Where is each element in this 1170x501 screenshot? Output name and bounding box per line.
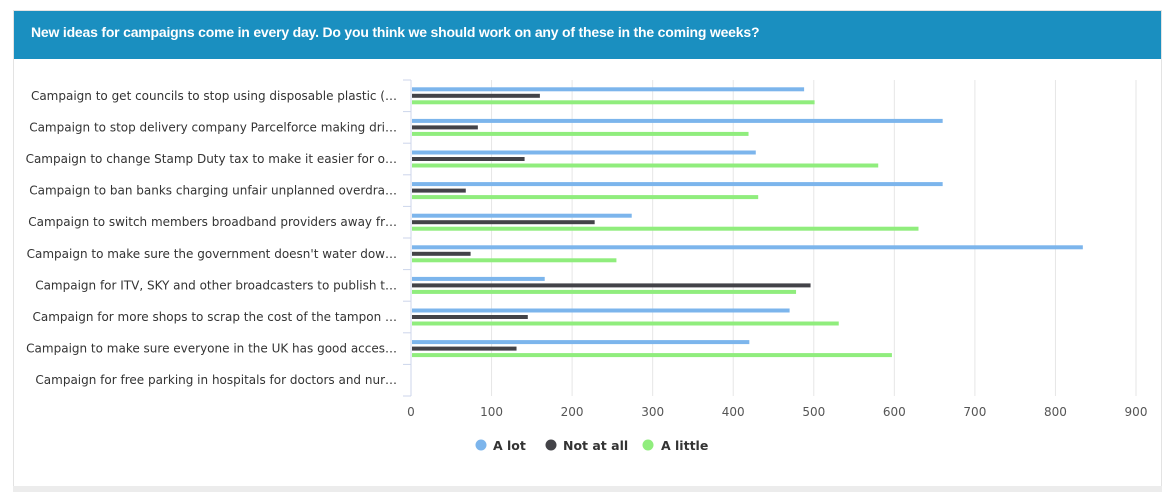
legend-marker[interactable] (642, 439, 654, 451)
category-label: Campaign for more shops to scrap the cos… (32, 310, 397, 324)
bar-a-lot[interactable] (412, 213, 632, 218)
category-label: Campaign to make sure everyone in the UK… (26, 342, 397, 356)
x-tick-label: 0 (407, 405, 415, 419)
bar-a-little[interactable] (412, 163, 879, 168)
legend-label[interactable]: A little (661, 438, 708, 453)
bar-not-at-all[interactable] (412, 346, 517, 351)
bar-a-lot[interactable] (412, 245, 1083, 250)
category-label: Campaign to stop delivery company Parcel… (29, 120, 397, 134)
bar-not-at-all[interactable] (412, 125, 478, 130)
bar-a-little[interactable] (412, 195, 759, 200)
bar-a-lot[interactable] (412, 87, 805, 92)
bar-a-little[interactable] (412, 258, 617, 263)
category-label: Campaign to switch members broadband pro… (28, 215, 397, 229)
bar-a-little[interactable] (412, 131, 749, 136)
bar-not-at-all[interactable] (412, 251, 471, 256)
bar-not-at-all[interactable] (412, 315, 528, 319)
bar-not-at-all[interactable] (412, 283, 811, 288)
x-tick-label: 300 (641, 405, 664, 419)
bar-a-lot[interactable] (412, 118, 943, 123)
question-header: New ideas for campaigns come in every da… (14, 11, 1161, 59)
bar-not-at-all[interactable] (412, 93, 540, 98)
category-label: Campaign to make sure the government doe… (27, 247, 397, 261)
bar-a-lot[interactable] (412, 308, 790, 313)
category-label: Campaign to ban banks charging unfair un… (29, 184, 397, 198)
x-tick-label: 500 (802, 405, 825, 419)
legend-label[interactable]: A lot (493, 438, 526, 453)
x-tick-label: 200 (561, 405, 584, 419)
x-tick-label: 600 (883, 405, 906, 419)
bar-not-at-all[interactable] (412, 157, 525, 161)
bar-a-lot[interactable] (412, 340, 750, 345)
bar-a-little[interactable] (412, 353, 892, 358)
category-label: Campaign for ITV, SKY and other broadcas… (35, 278, 397, 292)
question-title: New ideas for campaigns come in every da… (31, 24, 760, 40)
x-tick-label: 900 (1125, 405, 1148, 419)
x-tick-label: 800 (1044, 405, 1067, 419)
bar-a-little[interactable] (412, 321, 839, 326)
bar-not-at-all[interactable] (412, 220, 595, 225)
bar-a-little[interactable] (412, 289, 797, 294)
x-tick-label: 700 (963, 405, 986, 419)
x-tick-label: 100 (480, 405, 503, 419)
category-label: Campaign for free parking in hospitals f… (35, 373, 397, 387)
legend-marker[interactable] (545, 439, 557, 451)
bar-a-lot[interactable] (412, 276, 545, 281)
legend-label[interactable]: Not at all (563, 438, 628, 453)
bar-not-at-all[interactable] (412, 188, 466, 193)
bar-a-lot[interactable] (412, 182, 943, 187)
bar-a-little[interactable] (412, 226, 919, 231)
x-tick-label: 400 (722, 405, 745, 419)
card-shadow (13, 486, 1162, 492)
legend-marker[interactable] (475, 439, 487, 451)
bar-a-little[interactable] (412, 100, 815, 105)
category-label: Campaign to get councils to stop using d… (31, 89, 397, 103)
bar-a-lot[interactable] (412, 150, 756, 155)
category-label: Campaign to change Stamp Duty tax to mak… (26, 152, 397, 166)
